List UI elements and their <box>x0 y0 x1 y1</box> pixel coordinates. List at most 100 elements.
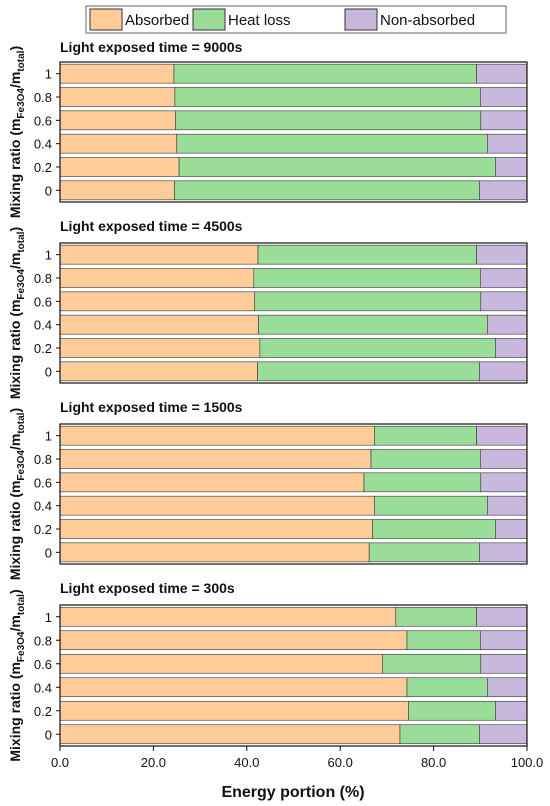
bar-segment-absorbed <box>59 133 178 154</box>
bar-segment-non-absorbed <box>479 542 528 563</box>
bar-segment-non-absorbed <box>476 63 528 84</box>
bar-segment-heat-loss <box>253 268 481 288</box>
legend-label: Absorbed <box>125 12 189 29</box>
y-tick-label: 0 <box>45 364 52 379</box>
y-tick-label: 0.2 <box>34 341 52 356</box>
panel: Light exposed time = 300s 1 0.8 0.6 0.4 0.2 0 <box>34 580 528 747</box>
x-tick-label: 100.0 <box>511 755 544 770</box>
bar-segment-non-absorbed <box>487 677 528 698</box>
legend-swatch <box>344 8 378 31</box>
chart-panels: Light exposed time = 9000s 1 0.8 0.6 0.4 0.2 0… <box>34 39 528 747</box>
bar-segment-heat-loss <box>259 338 497 358</box>
bar-segment-non-absorbed <box>480 472 528 493</box>
bar-segment-heat-loss <box>254 291 482 312</box>
panel-title: Light exposed time = 4500s <box>60 218 243 234</box>
bar-segment-absorbed <box>59 244 259 265</box>
x-tick-label: 40.0 <box>234 755 259 770</box>
panel-frame <box>59 604 528 747</box>
y-tick-label: 1 <box>45 248 52 263</box>
y-tick-label: 0.6 <box>34 657 52 672</box>
bar-segment-absorbed <box>59 268 255 288</box>
bar-segment-non-absorbed <box>480 110 528 131</box>
bar-segment-absorbed <box>59 87 176 107</box>
bar-segment-heat-loss <box>257 361 480 382</box>
bar-segment-non-absorbed <box>479 361 528 382</box>
bar-segment-absorbed <box>59 314 259 335</box>
y-tick-label: 0 <box>45 545 52 560</box>
bar-segment-non-absorbed <box>480 653 528 674</box>
bar-segment-absorbed <box>59 472 365 493</box>
bar-segment-absorbed <box>59 425 375 446</box>
y-axis-label: Mixing ratio (mFe3O4​/mtotal​) <box>7 46 27 218</box>
x-tick-label: 0.0 <box>51 755 69 770</box>
bar-segment-non-absorbed <box>487 133 528 154</box>
y-axis-label: Mixing ratio (mFe3O4​/mtotal​) <box>7 589 27 761</box>
bar-segment-absorbed <box>59 110 176 131</box>
panel-frame <box>59 242 528 384</box>
legend-label: Heat loss <box>228 12 291 29</box>
bar-segment-non-absorbed <box>479 87 528 107</box>
bar-segment-heat-loss <box>408 700 497 721</box>
bar-segment-absorbed <box>59 630 408 651</box>
bar-segment-heat-loss <box>406 677 488 698</box>
y-tick-label: 0.2 <box>34 522 52 537</box>
x-axis: 0.0 20.0 40.0 60.0 80.0 100.0 <box>51 746 543 770</box>
y-tick-label: 0.2 <box>34 160 52 175</box>
bar-segment-non-absorbed <box>479 630 528 651</box>
bar-segment-non-absorbed <box>495 519 528 539</box>
bar-segment-heat-loss <box>372 519 497 539</box>
bar-segment-heat-loss <box>370 449 481 469</box>
x-tick-label: 80.0 <box>421 755 446 770</box>
bar-segment-heat-loss <box>174 87 481 107</box>
bar-segment-absorbed <box>59 606 397 627</box>
bar-segment-absorbed <box>59 495 375 516</box>
bar-segment-absorbed <box>59 180 175 201</box>
legend-swatch <box>89 8 123 31</box>
bar-segment-absorbed <box>59 677 408 698</box>
x-tick-label: 60.0 <box>328 755 353 770</box>
bar-segment-heat-loss <box>406 630 481 651</box>
bar-segment-heat-loss <box>174 180 480 201</box>
bar-segment-heat-loss <box>258 314 488 335</box>
y-axis-label: Mixing ratio (mFe3O4​/mtotal​) <box>7 408 27 580</box>
bar-segment-heat-loss <box>373 425 477 446</box>
bar-segment-heat-loss <box>173 63 477 84</box>
bar-segment-non-absorbed <box>479 268 528 288</box>
bar-segment-non-absorbed <box>476 244 528 265</box>
y-tick-label: 0.6 <box>34 294 52 309</box>
y-tick-label: 0.8 <box>34 90 52 105</box>
bar-segment-non-absorbed <box>480 291 528 312</box>
bar-segment-non-absorbed <box>495 157 528 177</box>
legend: Absorbed Heat loss Non-absorbed <box>85 5 507 34</box>
bar-segment-absorbed <box>59 449 372 469</box>
bar-segment-absorbed <box>59 519 373 539</box>
y-tick-label: 0.4 <box>34 680 52 695</box>
panel-frame <box>59 423 528 565</box>
legend-swatch <box>192 8 226 31</box>
y-tick-label: 0.8 <box>34 452 52 467</box>
y-tick-label: 0.4 <box>34 318 52 333</box>
bar-segment-non-absorbed <box>487 495 528 516</box>
legend-frame <box>85 5 507 34</box>
y-tick-label: 0.4 <box>34 499 52 514</box>
panel-frame <box>59 61 528 203</box>
bar-segment-heat-loss <box>368 542 480 563</box>
y-tick-label: 1 <box>45 429 52 444</box>
y-tick-label: 0 <box>45 183 52 198</box>
bar-segment-heat-loss <box>373 495 488 516</box>
bar-segment-absorbed <box>59 542 370 563</box>
bar-segment-non-absorbed <box>479 724 528 745</box>
y-axis-labels: Mixing ratio (mFe3O4​/mtotal​) Mixing rat… <box>7 46 27 762</box>
bar-segment-absorbed <box>59 653 383 674</box>
bar-segment-non-absorbed <box>476 425 528 446</box>
bar-segment-heat-loss <box>257 244 477 265</box>
y-tick-label: 1 <box>45 610 52 625</box>
y-tick-label: 1 <box>45 67 52 82</box>
y-axis-label: Mixing ratio (mFe3O4​/mtotal​) <box>7 227 27 399</box>
y-tick-label: 0.6 <box>34 113 52 128</box>
bar-segment-non-absorbed <box>495 338 528 358</box>
bar-segment-non-absorbed <box>495 700 528 721</box>
bar-segment-absorbed <box>59 361 258 382</box>
bar-segment-absorbed <box>59 724 401 745</box>
